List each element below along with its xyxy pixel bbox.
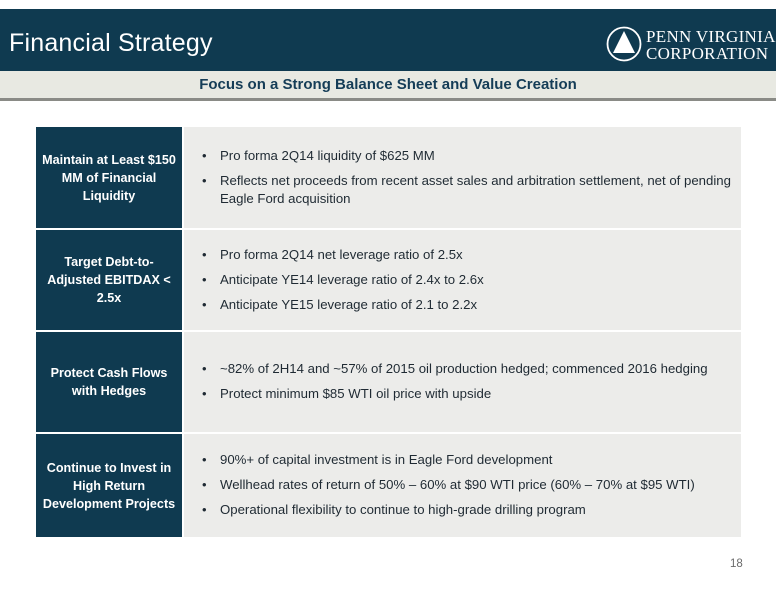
slide-header: Financial Strategy PENN VIRGINIA CORPORA…: [0, 9, 776, 71]
strategy-table: Maintain at Least $150 MM of Financial L…: [36, 127, 741, 537]
bullet-item: • Pro forma 2Q14 net leverage ratio of 2.…: [202, 246, 463, 262]
bullet-item: • 90%+ of capital investment is in Eagle …: [202, 452, 553, 467]
bullet-item: • Anticipate YE15 leverage ratio of 2.1 t…: [202, 296, 478, 312]
row-label: Protect Cash Flows with Hedges: [36, 332, 182, 432]
bullet-item: • Operational flexibility to continue to …: [202, 502, 586, 517]
bullet-text: ~82% of 2H14 and ~57% of 2015 oil produc…: [220, 361, 708, 376]
slide-subtitle: Focus on a Strong Balance Sheet and Valu…: [199, 76, 577, 93]
bullet-item: • Anticipate YE14 leverage ratio of 2.4x …: [202, 271, 484, 287]
row-body: • Pro forma 2Q14 net leverage ratio of 2.…: [184, 230, 741, 330]
row-body: • Pro forma 2Q14 liquidity of $625 MM • Re…: [184, 127, 741, 228]
row-label: Continue to Invest in High Return Develo…: [36, 434, 182, 537]
row-body: • ~82% of 2H14 and ~57% of 2015 oil produ…: [184, 332, 741, 432]
triangle-logo-icon: [606, 26, 642, 62]
subtitle-band: Focus on a Strong Balance Sheet and Valu…: [0, 71, 776, 101]
bullet-item: • Protect minimum $85 WTI oil price with …: [202, 386, 492, 401]
row-label: Target Debt-to-Adjusted EBITDAX < 2.5x: [36, 230, 182, 330]
logo-text-line2: CORPORATION: [646, 44, 769, 63]
bullet-item: • Pro forma 2Q14 liquidity of $625 MM: [202, 147, 435, 163]
bullet-item: • Wellhead rates of return of 50% – 60% a…: [202, 477, 695, 492]
logo-text-line1: PENN VIRGINIA: [646, 27, 776, 46]
row-label: Maintain at Least $150 MM of Financial L…: [36, 127, 182, 228]
table-row: Target Debt-to-Adjusted EBITDAX < 2.5x •…: [36, 230, 741, 332]
bullet-text: Pro forma 2Q14 liquidity of $625 MM: [220, 147, 435, 163]
table-row: Protect Cash Flows with Hedges • ~82% of …: [36, 332, 741, 434]
page-number: 18: [730, 558, 743, 570]
bullet-text: Wellhead rates of return of 50% – 60% at…: [220, 477, 695, 492]
bullet-text: Protect minimum $85 WTI oil price with u…: [220, 386, 492, 401]
bullet-text: 90%+ of capital investment is in Eagle F…: [220, 452, 553, 467]
bullet-text: Anticipate YE15 leverage ratio of 2.1 to…: [220, 296, 478, 312]
top-margin: [0, 0, 776, 9]
bullet-text: Reflects net proceeds from recent asset …: [220, 172, 731, 206]
table-row: Maintain at Least $150 MM of Financial L…: [36, 127, 741, 230]
slide-title: Financial Strategy: [9, 29, 213, 57]
bullet-item: • Reflects net proceeds from recent asset…: [202, 172, 731, 206]
bullet-item: • ~82% of 2H14 and ~57% of 2015 oil produ…: [202, 361, 708, 376]
row-body: • 90%+ of capital investment is in Eagle …: [184, 434, 741, 537]
bullet-text: Pro forma 2Q14 net leverage ratio of 2.5…: [220, 246, 463, 262]
table-row: Continue to Invest in High Return Develo…: [36, 434, 741, 537]
company-logo: PENN VIRGINIA CORPORATION: [606, 26, 775, 70]
bullet-text: Operational flexibility to continue to h…: [220, 502, 586, 517]
bullet-text: Anticipate YE14 leverage ratio of 2.4x t…: [220, 271, 484, 287]
